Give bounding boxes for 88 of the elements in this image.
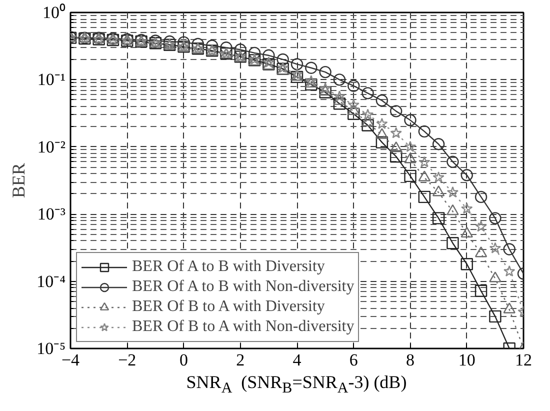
point	[460, 226, 473, 238]
point	[376, 94, 388, 107]
point	[319, 82, 332, 94]
point	[461, 202, 473, 214]
x-tick-label: 8	[406, 350, 414, 370]
point	[248, 46, 261, 60]
y-tick-label: 10⁰	[42, 3, 66, 22]
x-tick-label: 6	[349, 350, 358, 370]
y-tick-label: 10⁻⁴	[36, 272, 66, 291]
x-tick-label: 0	[180, 350, 188, 370]
point	[149, 34, 162, 47]
point	[333, 94, 346, 105]
point	[474, 246, 488, 258]
point	[446, 156, 459, 168]
point	[446, 237, 459, 250]
x-tick-label: 12	[515, 350, 532, 370]
point	[404, 170, 416, 182]
point	[348, 80, 360, 92]
y-tick-label: 10⁻¹	[37, 70, 66, 90]
point	[418, 156, 430, 168]
point	[333, 98, 346, 110]
point	[348, 108, 360, 120]
point	[503, 243, 516, 256]
point	[475, 220, 487, 232]
point	[404, 140, 416, 152]
point	[348, 98, 360, 110]
point	[362, 108, 374, 120]
point	[474, 284, 488, 297]
point	[404, 114, 416, 126]
point	[432, 171, 444, 183]
point	[390, 141, 402, 152]
point	[362, 87, 374, 100]
point	[432, 185, 445, 196]
x-tick-label: 4	[292, 350, 302, 370]
point	[460, 258, 473, 270]
point	[460, 169, 473, 182]
point	[390, 127, 402, 138]
point	[163, 35, 176, 48]
y-axis-title: BER	[8, 162, 29, 198]
point	[446, 204, 459, 216]
point	[362, 116, 374, 126]
x-tick-label: 2	[236, 350, 245, 370]
point	[305, 62, 318, 74]
point	[348, 104, 360, 115]
point	[432, 212, 445, 224]
point	[390, 105, 402, 118]
point	[319, 66, 332, 78]
point	[220, 42, 232, 54]
point	[262, 56, 275, 68]
point	[503, 302, 516, 314]
point	[234, 44, 246, 56]
point	[290, 70, 304, 84]
point	[489, 310, 502, 323]
x-tick-label: −2	[118, 350, 136, 370]
point	[334, 90, 346, 102]
point	[404, 152, 416, 164]
point	[390, 150, 402, 163]
point	[178, 36, 190, 48]
legend-label: BER Of B to A with Diversity	[132, 298, 325, 316]
point	[418, 170, 431, 182]
legend-label: BER Of B to A with Non-diversity	[132, 318, 354, 336]
point	[262, 49, 275, 62]
point	[333, 74, 346, 86]
point	[446, 186, 459, 198]
point	[206, 40, 218, 52]
point	[376, 118, 388, 129]
point	[276, 53, 289, 66]
legend-label: BER Of A to B with Diversity	[132, 258, 325, 276]
y-tick-label: 10⁻²	[37, 137, 66, 156]
point	[418, 190, 431, 204]
point	[432, 138, 445, 150]
point	[489, 212, 502, 224]
point	[305, 78, 318, 91]
point	[489, 242, 502, 254]
point	[504, 265, 516, 277]
point	[290, 58, 304, 70]
point	[489, 272, 502, 282]
point	[418, 125, 431, 138]
x-axis-title: SNR$_{A}$ (SNR$_{B}$=SNR$_{A}$-3) (dB)	[185, 371, 408, 399]
point	[319, 86, 332, 98]
legend-label: BER Of A to B with Non-diversity	[132, 278, 354, 296]
point	[376, 136, 388, 148]
point	[319, 84, 332, 96]
x-tick-label: 10	[458, 350, 476, 370]
y-tick-label: 10⁻³	[37, 204, 66, 224]
point	[376, 128, 388, 139]
point	[362, 119, 374, 132]
point	[474, 190, 488, 204]
